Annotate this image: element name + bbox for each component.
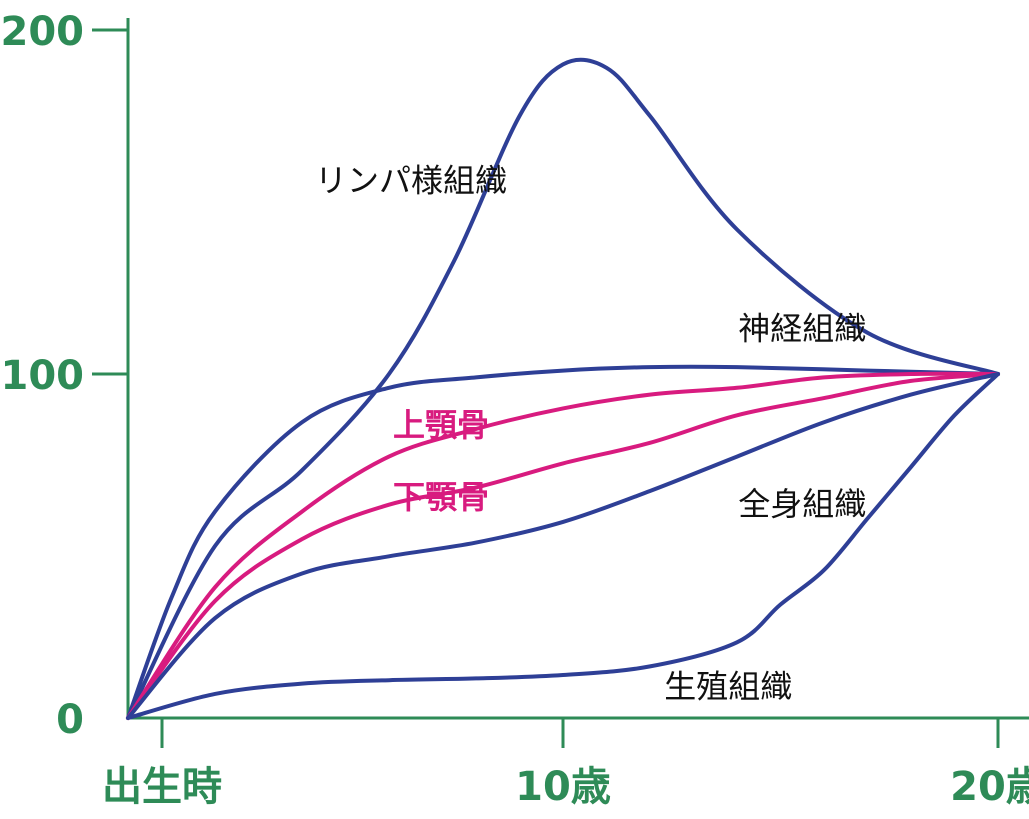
series-line-1 (126, 57, 1000, 720)
series-label-4: 下顎骨 (393, 478, 489, 516)
axes (92, 18, 1029, 748)
x-tick-label: 10歳 (515, 764, 611, 810)
x-tick-label: 出生時 (102, 764, 222, 810)
series-line-4 (126, 372, 1000, 720)
y-tick-label: 100 (1, 353, 85, 399)
x-tick-label: 20歳 (950, 764, 1029, 810)
y-tick-label: 200 (1, 9, 85, 55)
series-label-2: 神経組織 (738, 310, 866, 348)
series-label-6: 生殖組織 (664, 667, 792, 705)
tick-labels: 0 100 200 出生時 10歳 20歳 (1, 9, 1029, 810)
series-line-3 (126, 371, 1000, 720)
y-tick-label: 0 (56, 697, 84, 743)
series-label-1: リンパ様組織 (315, 162, 507, 200)
series-label-5: 全身組織 (738, 485, 866, 523)
series-curves (126, 57, 1000, 720)
series-line-2 (126, 364, 1000, 720)
series-label-3: 上顎骨 (393, 406, 489, 444)
series-line-6 (126, 372, 1000, 720)
series-line-5 (126, 372, 1000, 720)
